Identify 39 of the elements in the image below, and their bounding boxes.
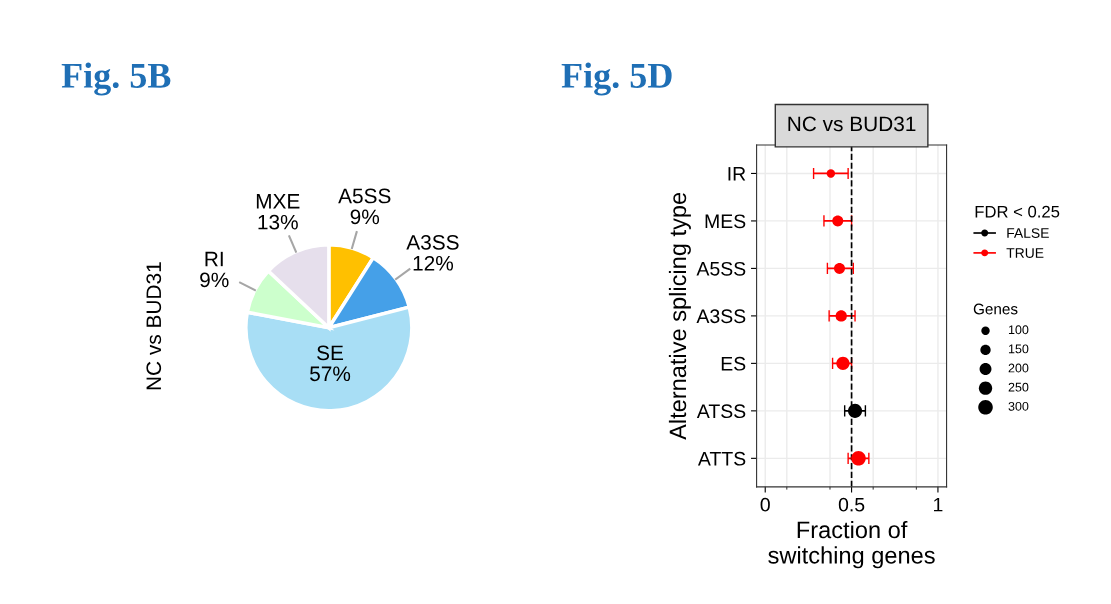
data-label: 12% xyxy=(413,255,454,271)
legend-label: TRUE xyxy=(1006,248,1044,258)
x-axis-title: Fraction of switching genes xyxy=(768,520,935,569)
y-tick-label: ES xyxy=(721,356,746,371)
legend-title: FDR < 0.25 xyxy=(975,205,1060,218)
legend-label: FALSE xyxy=(1007,228,1049,238)
legend-label: 100 xyxy=(1008,325,1029,335)
slice-label: SE xyxy=(317,345,344,361)
data-label: 9% xyxy=(350,209,380,225)
chart-subtitle: NC vs BUD31 xyxy=(788,116,916,132)
data-label: 13% xyxy=(258,214,298,230)
y-tick-label: IR xyxy=(728,167,746,181)
point xyxy=(835,310,847,322)
slice-label: RI xyxy=(205,251,223,267)
legend-label: 150 xyxy=(1008,344,1029,354)
text: NC vs BUD31 xyxy=(146,262,162,390)
y-tick-label: ATTS xyxy=(697,451,746,466)
slice-label: A3SS xyxy=(406,234,459,250)
y-tick-label: ATSS xyxy=(696,404,746,419)
legend-label: 200 xyxy=(1008,363,1029,373)
legend-label: 300 xyxy=(1008,401,1029,411)
data-label: 57% xyxy=(310,366,351,382)
y-tick-label: A5SS xyxy=(696,261,746,276)
y-axis-title: Alternative splicing type xyxy=(668,192,691,440)
x-tick-label: 0 xyxy=(760,497,770,512)
legend-label: 250 xyxy=(1008,382,1029,392)
y-tick-label: A3SS xyxy=(696,309,746,324)
point xyxy=(848,403,863,418)
x-tick-label: 1 xyxy=(934,497,943,512)
point xyxy=(832,215,844,227)
chart-title: Fig. 5D xyxy=(561,62,672,96)
slice-label: A5SS xyxy=(338,188,391,204)
text: Genes xyxy=(973,303,1018,315)
point xyxy=(834,262,845,274)
chart-title: Fig. 5B xyxy=(61,62,171,96)
slice-label: MXE xyxy=(256,194,300,209)
data-label: 9% xyxy=(200,272,229,288)
x-tick-label: 0.5 xyxy=(838,497,865,512)
y-tick-label: MES xyxy=(705,214,746,229)
